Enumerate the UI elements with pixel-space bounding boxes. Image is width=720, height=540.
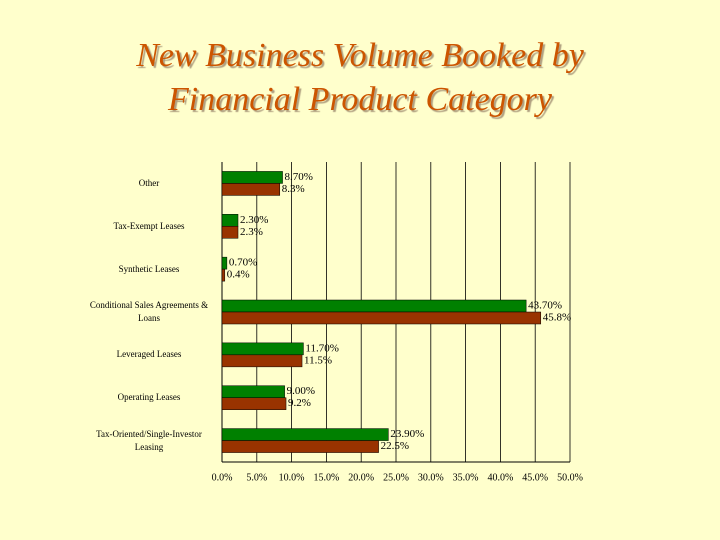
bar	[221, 354, 303, 368]
y-tick-label: Other	[138, 177, 160, 188]
bar	[221, 299, 527, 313]
bar	[221, 342, 304, 356]
bar	[221, 226, 239, 239]
x-tick-label: 20.0%	[348, 472, 374, 483]
x-tick-label: 40.0%	[487, 472, 513, 483]
value-label: 23.90%	[390, 428, 424, 440]
x-tick-label: 25.0%	[383, 472, 409, 483]
x-tick-label: 50.0%	[557, 472, 583, 483]
value-label: 45.8%	[543, 312, 571, 324]
value-label: 22.5%	[381, 440, 409, 452]
value-label: 2.30%	[240, 214, 268, 226]
chart-title: New Business Volume Booked by Financial …	[136, 37, 584, 118]
x-tick-label: 35.0%	[453, 472, 479, 483]
x-tick-label: 45.0%	[522, 472, 548, 483]
bar	[221, 397, 287, 410]
bar	[221, 385, 285, 398]
bar	[221, 183, 281, 196]
x-tick-label: 5.0%	[246, 472, 267, 483]
bar	[221, 268, 226, 282]
y-tick-label: Synthetic Leases	[118, 263, 180, 274]
x-tick-label: 10.0%	[279, 472, 305, 483]
bar	[221, 256, 228, 270]
y-tick-label: Leveraged Leases	[116, 349, 182, 360]
value-label: 2.3%	[240, 226, 263, 238]
value-label: 0.4%	[227, 269, 250, 281]
value-label: 11.70%	[305, 342, 339, 354]
y-tick-label: Conditional Sales Agreements & Loans	[89, 300, 209, 323]
value-label: 8.70%	[285, 171, 313, 183]
bar	[221, 440, 379, 453]
x-tick-label: 30.0%	[418, 472, 444, 483]
y-tick-label: Tax-Oriented/Single-Investor Leasing	[96, 428, 202, 452]
value-label: 0.70%	[229, 257, 257, 269]
y-tick-label: Tax-Exempt Leases	[113, 220, 185, 231]
x-tick-label: 15.0%	[313, 472, 339, 483]
value-label: 11.5%	[304, 354, 332, 366]
y-tick-label: Operating Leases	[117, 392, 181, 403]
bar	[221, 428, 389, 441]
value-label: 9.2%	[288, 397, 311, 409]
value-label: 8.3%	[282, 183, 305, 195]
value-label: 43.70%	[528, 300, 562, 312]
value-label: 9.00%	[287, 385, 315, 397]
bar	[221, 311, 542, 325]
bar	[221, 171, 283, 184]
x-tick-label: 0.0%	[212, 472, 233, 483]
bar	[221, 214, 239, 227]
